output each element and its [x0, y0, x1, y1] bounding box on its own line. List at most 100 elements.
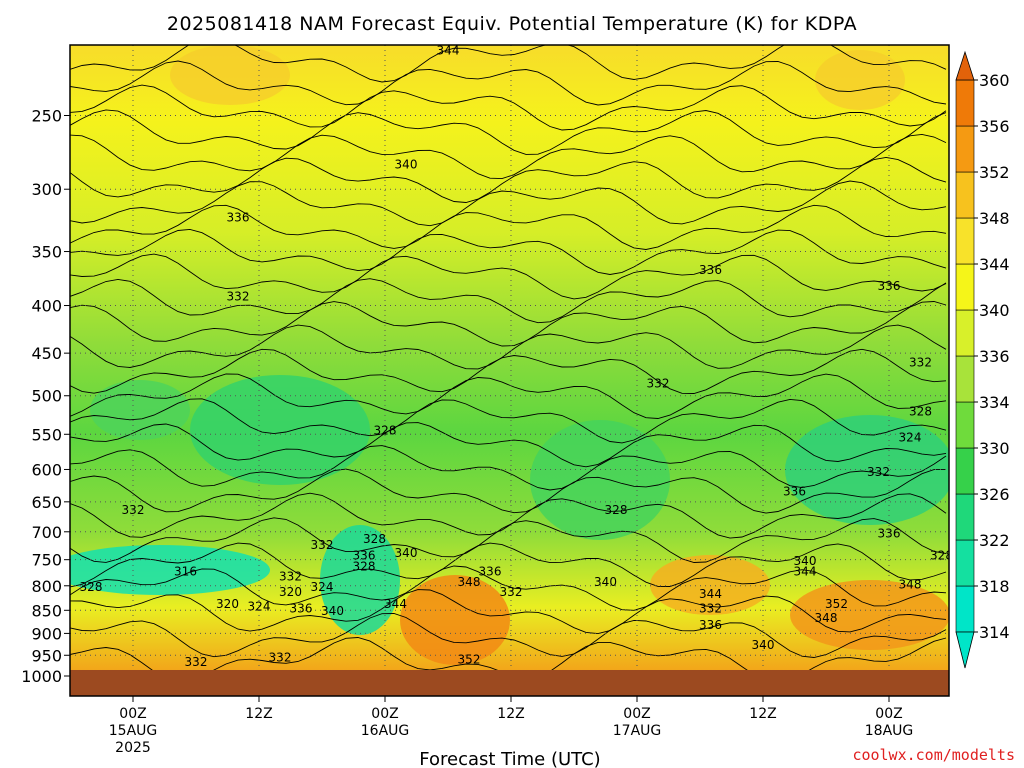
contour-line — [70, 445, 947, 491]
contour-label: 320 — [216, 597, 239, 611]
contour-label: 336 — [227, 211, 250, 225]
colorbar-segment — [955, 171, 975, 219]
contour-label: 328 — [605, 503, 628, 517]
colorbar-label: 314 — [979, 623, 1010, 642]
colorbar-label: 360 — [979, 71, 1010, 90]
contour-label: 320 — [279, 585, 302, 599]
contour-line — [70, 348, 947, 394]
colorbar-label: 334 — [979, 393, 1010, 412]
contour-label: 340 — [395, 546, 418, 560]
contour-lines — [70, 45, 947, 670]
contour-line — [70, 492, 947, 539]
y-tick-label: 750 — [31, 551, 62, 570]
grid-lines — [70, 45, 949, 670]
contour-line — [70, 422, 947, 468]
field-feature — [785, 415, 949, 525]
y-tick-label: 900 — [31, 624, 62, 643]
contour-label: 332 — [185, 655, 208, 669]
contour-label: 324 — [899, 431, 922, 445]
plot-frame — [69, 44, 950, 697]
y-tick-label: 1000 — [21, 667, 62, 686]
contour-label: 328 — [363, 532, 386, 546]
contour-line — [70, 542, 947, 588]
x-tick-label: 00Z — [875, 706, 902, 722]
contour-line — [70, 253, 947, 300]
contour-line — [70, 589, 947, 635]
colorbar-segment — [955, 125, 975, 173]
colorbar-segment — [955, 355, 975, 403]
contour-label: 332 — [269, 651, 292, 665]
contour-line — [70, 133, 947, 180]
contour-label: 340 — [321, 604, 344, 618]
field-feature — [170, 45, 290, 105]
x-tick-label: 12Z — [749, 706, 776, 722]
colorbar-label: 318 — [979, 577, 1010, 596]
contour-label: 340 — [594, 575, 617, 589]
contour-label: 328 — [930, 549, 953, 563]
contour-label: 336 — [783, 485, 806, 499]
y-tick-label: 550 — [31, 425, 62, 444]
contour-label: 344 — [794, 565, 817, 579]
colorbar-segment — [955, 263, 975, 311]
contour-label: 328 — [909, 404, 932, 418]
contour-label: 332 — [500, 585, 523, 599]
colorbar-top-arrow — [955, 50, 975, 81]
chart-title: 2025081418 NAM Forecast Equiv. Potential… — [167, 13, 857, 35]
field-feature — [190, 375, 370, 485]
colorbar-label: 344 — [979, 255, 1010, 274]
contour-label: 336 — [479, 565, 502, 579]
ground-strip — [70, 670, 949, 696]
contour-label: 332 — [647, 377, 670, 391]
colorbar-label: 326 — [979, 485, 1010, 504]
y-tick-label: 500 — [31, 387, 62, 406]
contour-line — [70, 180, 947, 227]
colorbar-label: 340 — [979, 301, 1010, 320]
contour-line — [70, 45, 947, 83]
contour-line — [70, 301, 947, 347]
x-axis-label: Forecast Time (UTC) — [419, 749, 600, 768]
contour-label: 352 — [458, 653, 481, 667]
contour-label: 348 — [899, 577, 922, 591]
x-tick-label: 2025 — [115, 740, 151, 756]
x-tick-label: 00Z — [623, 706, 650, 722]
x-tick-label: 12Z — [245, 706, 272, 722]
y-axis: 250 300 350 400 450 500 550 600 650 700 750 800 850 9… — [21, 106, 70, 686]
colorbar-label: 322 — [979, 531, 1010, 550]
contour-label: 332 — [867, 465, 890, 479]
field-feature — [320, 525, 400, 635]
colorbar-segment — [955, 217, 975, 265]
contour-label: 332 — [699, 602, 722, 616]
colorbar-bottom-arrow — [955, 631, 975, 669]
x-tick-label: 17AUG — [613, 723, 662, 739]
contour-label: 336 — [353, 549, 376, 563]
contour-label: 332 — [311, 538, 334, 552]
y-tick-label: 600 — [31, 460, 62, 479]
contour-label: 352 — [825, 597, 848, 611]
x-tick-label: 12Z — [497, 706, 524, 722]
contour-line — [70, 109, 947, 155]
colorbar-label: 348 — [979, 209, 1010, 228]
colorbar-segment — [955, 447, 975, 495]
contour-label: 332 — [909, 355, 932, 369]
y-tick-label: 800 — [31, 577, 62, 596]
contour-label: 340 — [752, 638, 775, 652]
field-feature — [815, 50, 905, 110]
contour-label: 332 — [227, 289, 250, 303]
colorbar-segment — [955, 585, 975, 633]
y-tick-label: 850 — [31, 601, 62, 620]
contour-label: 348 — [815, 611, 838, 625]
contour-label: 344 — [699, 587, 722, 601]
colorbar-segment — [955, 539, 975, 587]
colorbar-segment — [955, 309, 975, 357]
contour-label: 324 — [311, 580, 334, 594]
field-feature — [530, 420, 670, 540]
colorbar-segment — [955, 79, 975, 127]
contour-label: 336 — [699, 618, 722, 632]
colorbar-segment — [955, 401, 975, 449]
contour-label: 332 — [122, 503, 145, 517]
x-tick-label: 16AUG — [361, 723, 410, 739]
contour-label: 328 — [353, 559, 376, 573]
contour-label: 332 — [279, 570, 302, 584]
